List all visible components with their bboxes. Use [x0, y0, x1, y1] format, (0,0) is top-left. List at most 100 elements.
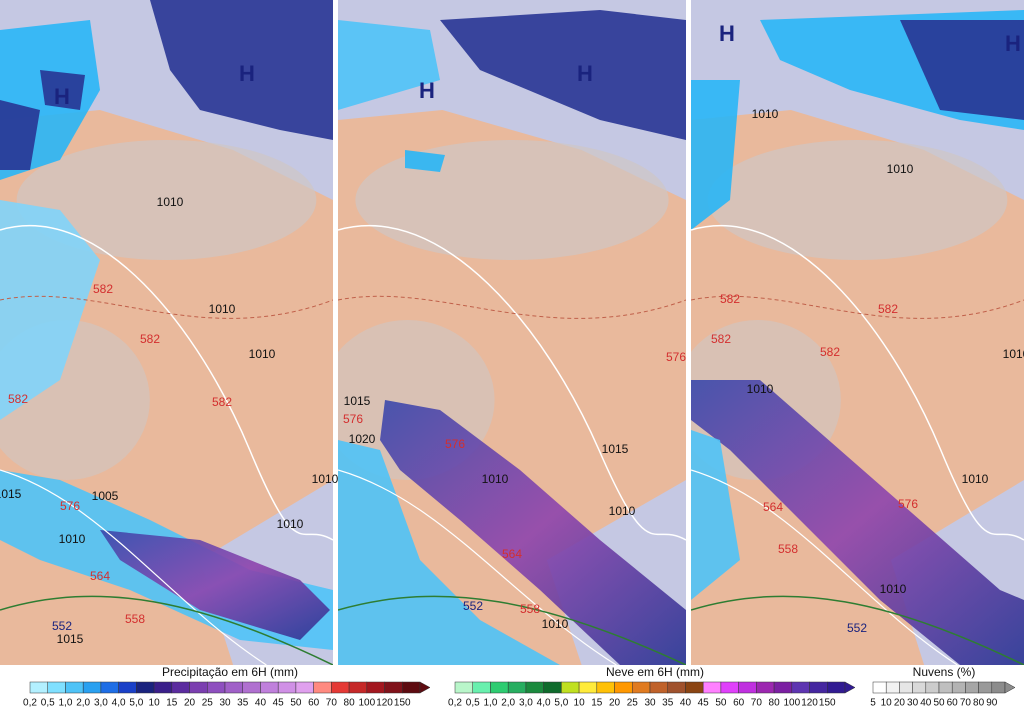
legend-label: 25	[202, 698, 214, 709]
legend-label: 70	[751, 698, 763, 709]
height-contour	[691, 295, 1024, 319]
height-contour	[338, 295, 686, 319]
legend-swatch	[756, 681, 775, 694]
legend-swatch	[561, 681, 580, 694]
contour-label: 1010	[312, 472, 339, 486]
contour-label: 582	[140, 332, 160, 346]
legend-swatch	[912, 681, 927, 694]
legend-arrow	[844, 681, 856, 694]
contour-label: 1010	[209, 302, 236, 316]
map-panel	[338, 0, 686, 665]
legend-swatch	[136, 681, 155, 694]
contour-label: 1010	[752, 107, 779, 121]
precipitation	[691, 80, 740, 230]
legend-label: 70	[326, 698, 338, 709]
legend-label: 0,5	[466, 698, 480, 709]
legend-label: 40	[255, 698, 267, 709]
contour-label: 582	[212, 395, 232, 409]
legend-swatch	[899, 681, 913, 694]
legend-label: 80	[344, 698, 356, 709]
border	[338, 595, 686, 665]
legend-swatch	[29, 681, 48, 694]
legend-swatch	[978, 681, 993, 694]
cloud	[707, 140, 1008, 260]
legend-label: 5,0	[554, 698, 568, 709]
legend-swatch	[490, 681, 509, 694]
legend-swatch	[525, 681, 544, 694]
legend-swatch	[384, 681, 403, 694]
legend-label: 50	[933, 698, 945, 709]
legend-title: Nuvens (%)	[913, 665, 976, 679]
high-pressure-label: H	[1005, 31, 1021, 56]
contour-label: 1010	[59, 532, 86, 546]
legend-swatch	[100, 681, 119, 694]
contour-label: 1020	[349, 432, 376, 446]
legend-swatch	[738, 681, 757, 694]
isobar	[691, 224, 1024, 541]
legend-label: 80	[769, 698, 781, 709]
legend-label: 10	[881, 698, 893, 709]
legend-label: 1,0	[59, 698, 73, 709]
contour-label: 552	[52, 619, 72, 633]
contour-label: 1010	[542, 617, 569, 631]
legend-label: 50	[715, 698, 727, 709]
legend-label: 60	[947, 698, 959, 709]
contour-label: 564	[502, 547, 522, 561]
legend-swatch	[65, 681, 84, 694]
contour-label: 1010	[880, 582, 907, 596]
legend-swatch	[507, 681, 527, 694]
legend-label: 45	[273, 698, 285, 709]
contour-label: 582	[93, 282, 113, 296]
precipitation	[40, 70, 85, 110]
contour-label: 552	[847, 621, 867, 635]
contour-label: 1015	[0, 487, 22, 501]
contour-label: 558	[125, 612, 145, 626]
legend-label: 15	[591, 698, 603, 709]
border	[691, 595, 1024, 665]
legend-swatch	[685, 681, 704, 694]
legend-swatch	[543, 681, 562, 694]
high-pressure-label: H	[54, 84, 70, 109]
legend-title: Neve em 6H (mm)	[606, 665, 704, 679]
legend-label: 80	[973, 698, 985, 709]
legend-label: 45	[698, 698, 710, 709]
contour-label: 1015	[602, 442, 629, 456]
legend-swatch	[348, 681, 368, 694]
contour-label: 1015	[344, 394, 371, 408]
contour-label: 1010	[482, 472, 509, 486]
legend-label: 20	[894, 698, 906, 709]
legend-label: 0,2	[448, 698, 462, 709]
legend-label: 40	[920, 698, 932, 709]
legend-swatch	[366, 681, 385, 694]
contour-label: 1010	[747, 382, 774, 396]
precipitation	[900, 20, 1024, 120]
legend-swatch	[965, 681, 979, 694]
legend-swatch	[827, 681, 846, 694]
legend-swatch	[472, 681, 491, 694]
precipitation	[338, 440, 560, 665]
legend-swatch	[224, 681, 243, 694]
height-contour	[0, 295, 333, 319]
divider	[333, 0, 338, 665]
border	[0, 595, 333, 665]
contour-label: 576	[343, 412, 363, 426]
cloud	[16, 140, 317, 260]
legend-swatch	[632, 681, 651, 694]
contour-label: 1010	[1003, 347, 1024, 361]
legend-label: 40	[680, 698, 692, 709]
legend-label: 10	[149, 698, 161, 709]
precipitation	[100, 530, 330, 640]
contour-label: 582	[8, 392, 28, 406]
legend-swatch	[951, 681, 966, 694]
legend-label: 20	[184, 698, 196, 709]
contour-label: 576	[898, 497, 918, 511]
legend-swatch	[667, 681, 686, 694]
legend-swatch	[260, 681, 279, 694]
legend-label: 5,0	[129, 698, 143, 709]
cloud	[355, 140, 669, 260]
contour-label: 1010	[157, 195, 184, 209]
legend-label: 25	[627, 698, 639, 709]
legend-swatch	[578, 681, 598, 694]
legend-swatch	[313, 681, 332, 694]
legend-label: 30	[907, 698, 919, 709]
